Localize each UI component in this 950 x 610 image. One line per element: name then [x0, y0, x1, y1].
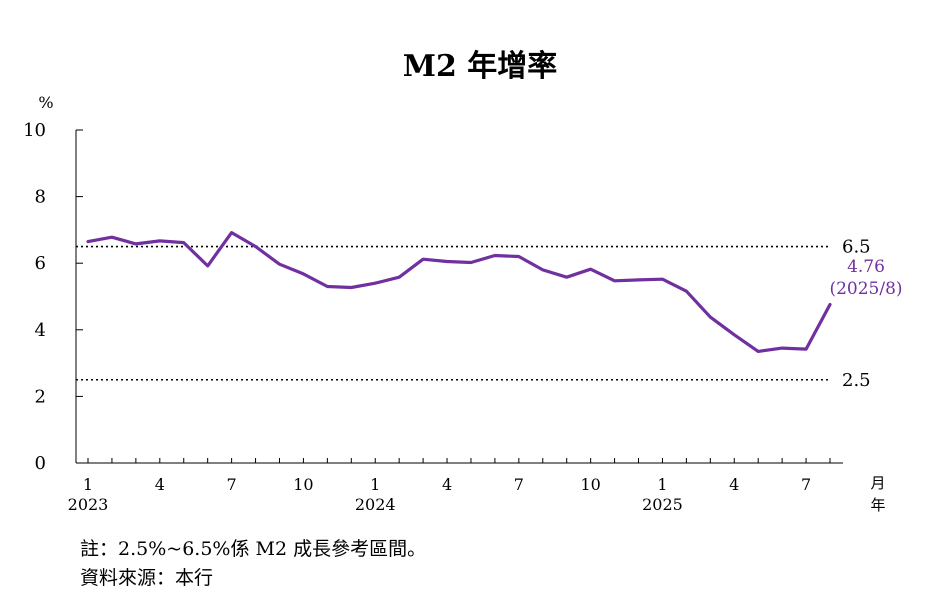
y-axis-unit: %	[38, 93, 53, 112]
x-tick-label: 10	[580, 475, 600, 494]
x-tick-label: 4	[442, 475, 452, 494]
data-labels: 4.76(2025/8)	[829, 257, 902, 299]
series-line	[86, 231, 832, 353]
year-label: 2023	[68, 495, 109, 514]
x-tick-label: 4	[155, 475, 165, 494]
reference-line-label: 6.5	[842, 237, 871, 258]
axes: 0 2 4 6 8 10 1 4 7 10 1 4 7 10 1 4 7 2023 2024 2025 月年	[23, 120, 885, 514]
y-tick-label: 6	[35, 253, 46, 274]
y-tick-label: 2	[35, 386, 46, 407]
source-note: 資料來源：本行	[80, 567, 214, 589]
x-tick-label: 10	[293, 475, 313, 494]
reference-line-label: 2.5	[842, 370, 871, 391]
x-tick-label: 4	[729, 475, 739, 494]
reference-lines: 6.5 2.5	[76, 237, 871, 391]
x-tick-label: 1	[657, 475, 667, 494]
chart-title: M2 年增率	[403, 49, 558, 84]
x-tick-label: 1	[370, 475, 380, 494]
y-tick-label: 4	[35, 320, 46, 341]
x-tick-label: 1	[83, 475, 93, 494]
series-layer	[86, 231, 832, 353]
x-tick-label: 7	[227, 475, 237, 494]
year-label: 2025	[642, 495, 683, 514]
year-label: 2024	[355, 495, 396, 514]
last-value-date-label: (2025/8)	[829, 279, 902, 299]
y-tick-label: 10	[23, 120, 46, 141]
m2-growth-chart: M2 年增率 % 0 2 4 6 8 10 1 4 7 10 1 4 7 10 1 4 7 2023 2024 202…	[23, 49, 902, 514]
reference-range-note: 註：2.5%~6.5%係 M2 成長參考區間。	[80, 538, 427, 560]
y-tick-label: 8	[35, 187, 46, 208]
x-tick-label: 7	[514, 475, 524, 494]
last-value-label: 4.76	[847, 257, 885, 277]
x-axis-unit: 年	[870, 496, 885, 514]
x-axis-unit: 月	[870, 474, 885, 492]
x-tick-label: 7	[801, 475, 811, 494]
y-tick-label: 0	[35, 453, 46, 474]
